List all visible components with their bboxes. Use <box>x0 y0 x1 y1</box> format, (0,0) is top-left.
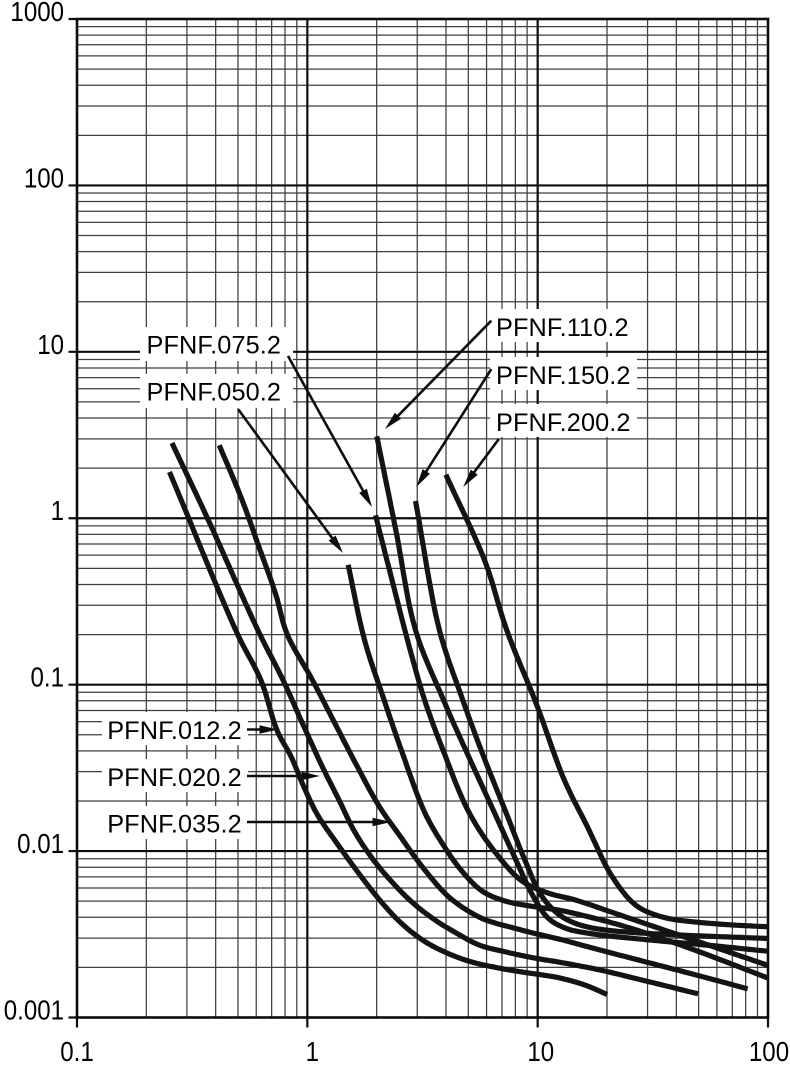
svg-text:1: 1 <box>51 494 64 526</box>
svg-text:PFNF.110.2: PFNF.110.2 <box>496 314 629 342</box>
svg-text:1000: 1000 <box>10 0 64 27</box>
svg-text:PFNF.035.2: PFNF.035.2 <box>107 811 242 839</box>
svg-text:100: 100 <box>24 162 64 194</box>
svg-text:0.1: 0.1 <box>31 661 64 693</box>
svg-text:10: 10 <box>527 1035 554 1065</box>
svg-text:PFNF.200.2: PFNF.200.2 <box>496 409 631 437</box>
svg-text:100: 100 <box>749 1035 789 1065</box>
svg-text:0.1: 0.1 <box>60 1035 93 1065</box>
svg-text:PFNF.075.2: PFNF.075.2 <box>147 332 282 360</box>
svg-text:PFNF.150.2: PFNF.150.2 <box>496 362 631 390</box>
svg-text:PFNF.020.2: PFNF.020.2 <box>107 764 242 792</box>
svg-text:PFNF.012.2: PFNF.012.2 <box>107 717 242 745</box>
svg-text:1: 1 <box>306 1035 319 1065</box>
svg-text:10: 10 <box>37 328 64 360</box>
svg-text:0.01: 0.01 <box>17 827 64 859</box>
svg-text:0.001: 0.001 <box>4 994 64 1026</box>
svg-text:PFNF.050.2: PFNF.050.2 <box>147 379 282 407</box>
